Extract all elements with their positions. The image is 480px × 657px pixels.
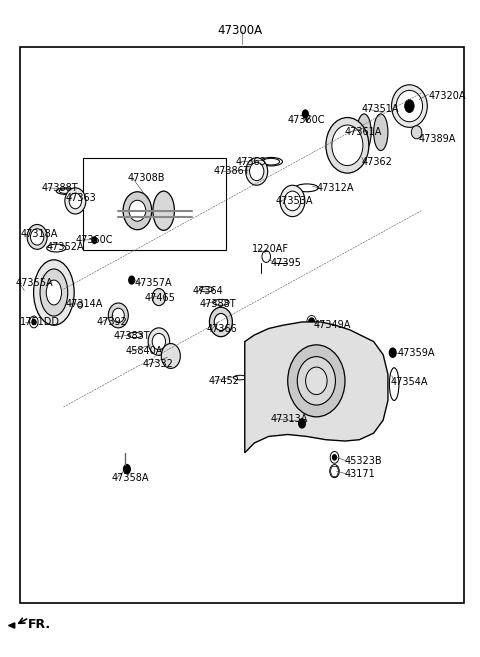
Ellipse shape bbox=[46, 280, 61, 305]
Text: 47388T: 47388T bbox=[199, 299, 236, 309]
Ellipse shape bbox=[152, 288, 166, 306]
Text: 47332: 47332 bbox=[142, 359, 173, 369]
Ellipse shape bbox=[65, 188, 86, 214]
Ellipse shape bbox=[411, 125, 422, 139]
Text: 47359A: 47359A bbox=[397, 348, 435, 358]
Ellipse shape bbox=[250, 162, 264, 181]
Text: 47388T: 47388T bbox=[42, 183, 79, 193]
Circle shape bbox=[333, 455, 336, 460]
Text: 47364: 47364 bbox=[192, 286, 223, 296]
Ellipse shape bbox=[246, 158, 268, 185]
Text: 47386T: 47386T bbox=[214, 166, 251, 177]
Ellipse shape bbox=[297, 357, 336, 405]
Text: 47357A: 47357A bbox=[135, 278, 173, 288]
Ellipse shape bbox=[152, 333, 166, 350]
Circle shape bbox=[309, 318, 314, 326]
Ellipse shape bbox=[306, 367, 327, 395]
Ellipse shape bbox=[326, 118, 369, 173]
Text: 47363: 47363 bbox=[235, 156, 266, 167]
Ellipse shape bbox=[34, 260, 74, 325]
Text: 45840A: 45840A bbox=[125, 346, 163, 356]
Ellipse shape bbox=[209, 307, 232, 336]
Text: 47300A: 47300A bbox=[217, 24, 263, 37]
Ellipse shape bbox=[263, 158, 280, 165]
Text: 43171: 43171 bbox=[345, 468, 376, 479]
Ellipse shape bbox=[396, 91, 422, 122]
Ellipse shape bbox=[392, 85, 427, 127]
Text: 47352A: 47352A bbox=[47, 242, 84, 252]
Text: 47360C: 47360C bbox=[288, 116, 325, 125]
Text: 47358A: 47358A bbox=[111, 472, 149, 483]
Text: 47465: 47465 bbox=[144, 293, 175, 303]
Ellipse shape bbox=[161, 344, 180, 369]
Ellipse shape bbox=[153, 191, 174, 231]
Ellipse shape bbox=[27, 225, 47, 250]
Ellipse shape bbox=[59, 189, 72, 193]
Polygon shape bbox=[9, 623, 15, 628]
Ellipse shape bbox=[129, 200, 146, 221]
Ellipse shape bbox=[357, 114, 371, 150]
Circle shape bbox=[299, 419, 305, 428]
Circle shape bbox=[123, 464, 130, 474]
Text: 47452: 47452 bbox=[209, 376, 240, 386]
Ellipse shape bbox=[148, 328, 169, 355]
Circle shape bbox=[92, 237, 97, 244]
Text: 47383T: 47383T bbox=[114, 331, 150, 342]
Text: 47362: 47362 bbox=[362, 156, 393, 167]
Text: 47308B: 47308B bbox=[128, 173, 165, 183]
Circle shape bbox=[32, 319, 36, 325]
Text: 1220AF: 1220AF bbox=[252, 244, 289, 254]
Text: 47320A: 47320A bbox=[429, 91, 466, 101]
Ellipse shape bbox=[288, 345, 345, 417]
Ellipse shape bbox=[332, 125, 363, 166]
Text: 47318A: 47318A bbox=[21, 229, 58, 238]
Text: 1751DD: 1751DD bbox=[20, 317, 60, 327]
Text: 45323B: 45323B bbox=[345, 456, 383, 466]
Ellipse shape bbox=[112, 308, 124, 323]
Ellipse shape bbox=[40, 269, 68, 316]
Text: 47354A: 47354A bbox=[390, 377, 428, 387]
Circle shape bbox=[302, 110, 308, 118]
Text: 47360C: 47360C bbox=[75, 235, 113, 245]
Text: 47395: 47395 bbox=[271, 258, 302, 268]
Ellipse shape bbox=[31, 229, 44, 245]
Text: 47363: 47363 bbox=[66, 193, 96, 202]
Circle shape bbox=[129, 276, 134, 284]
Ellipse shape bbox=[123, 192, 152, 230]
Polygon shape bbox=[245, 322, 388, 453]
Circle shape bbox=[389, 348, 396, 357]
Text: 47353A: 47353A bbox=[276, 196, 313, 206]
Ellipse shape bbox=[280, 185, 305, 217]
Bar bbox=[83, 158, 226, 250]
Text: 47314A: 47314A bbox=[66, 299, 103, 309]
Text: FR.: FR. bbox=[28, 618, 51, 631]
Circle shape bbox=[405, 99, 414, 112]
Text: 47361A: 47361A bbox=[345, 127, 383, 137]
Ellipse shape bbox=[108, 303, 128, 328]
Text: 47392: 47392 bbox=[97, 317, 128, 327]
Ellipse shape bbox=[284, 191, 300, 211]
Text: 47313A: 47313A bbox=[271, 414, 308, 424]
Text: 47349A: 47349A bbox=[314, 320, 351, 330]
Text: 47312A: 47312A bbox=[316, 183, 354, 193]
Ellipse shape bbox=[214, 313, 228, 330]
Text: 47389A: 47389A bbox=[419, 134, 456, 144]
Text: 47351A: 47351A bbox=[362, 104, 399, 114]
Text: 47355A: 47355A bbox=[16, 278, 53, 288]
Text: 47366: 47366 bbox=[206, 323, 237, 334]
Bar bbox=[21, 47, 464, 603]
Ellipse shape bbox=[69, 193, 82, 209]
Ellipse shape bbox=[373, 114, 388, 150]
